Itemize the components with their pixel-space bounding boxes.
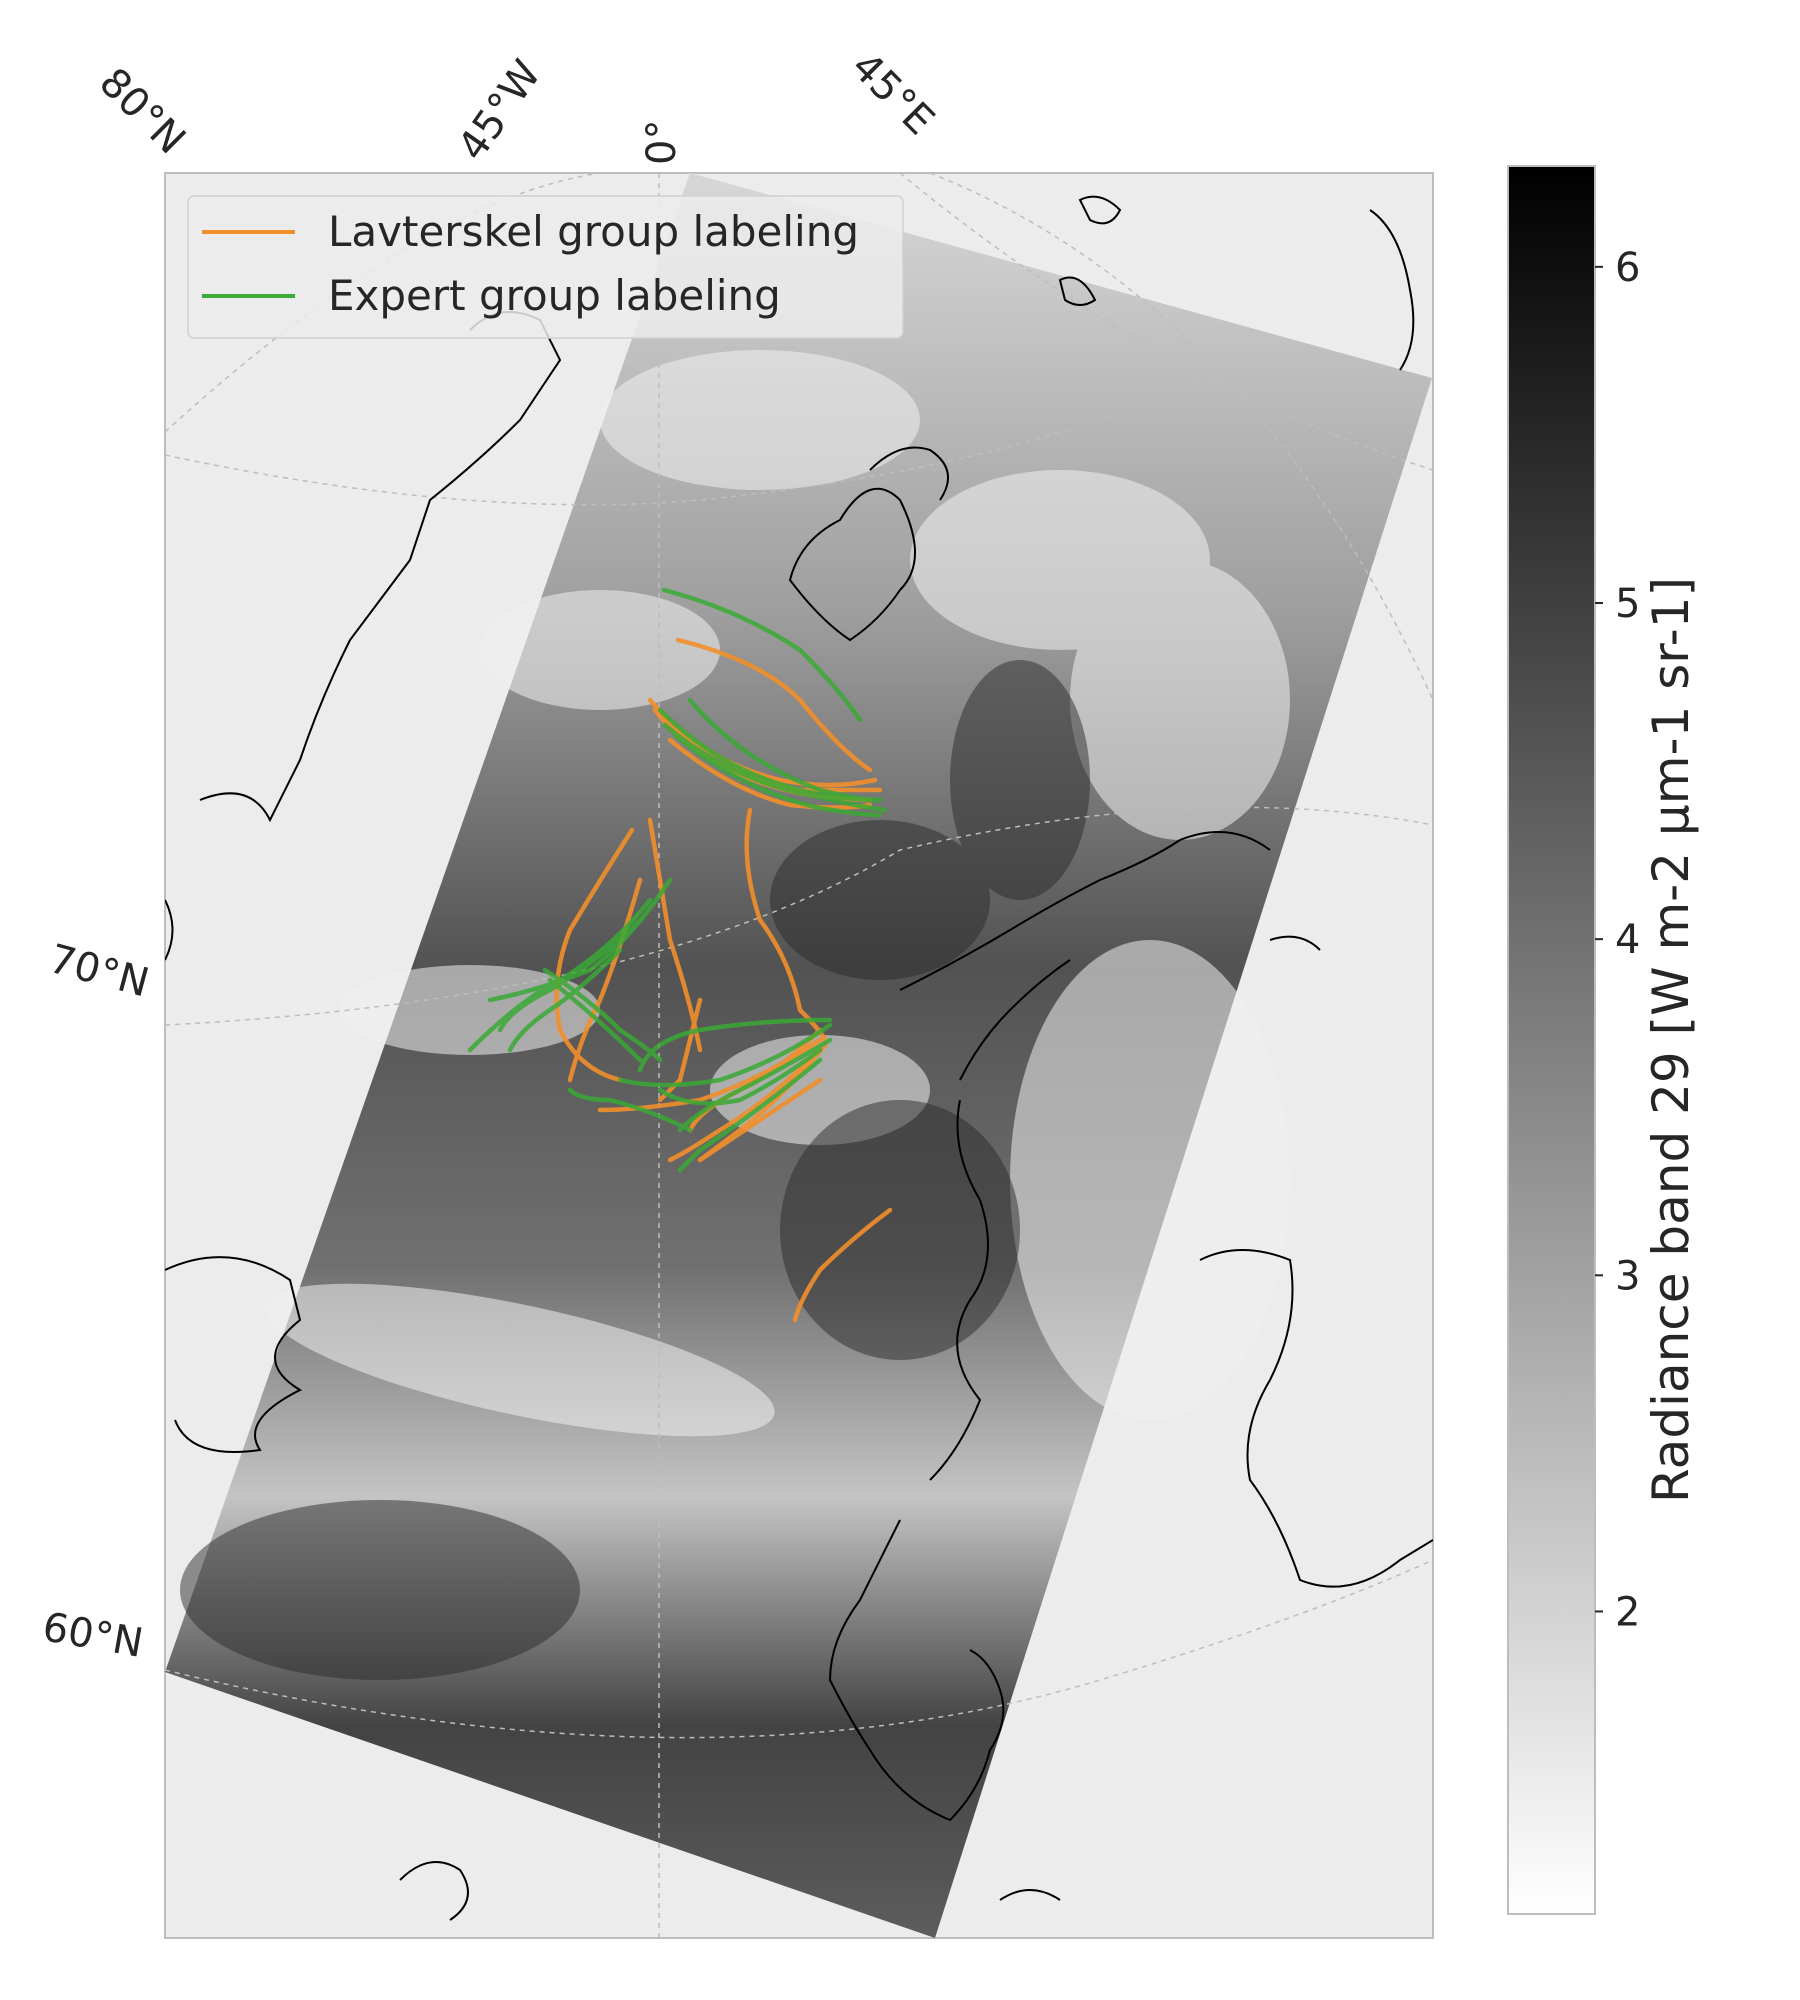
legend: Lavterskel group labeling Expert group l… (187, 195, 904, 339)
legend-label-expert: Expert group labeling (328, 271, 781, 320)
colorbar-ticks: 2 3 4 5 6 (1595, 245, 1640, 1635)
coastlines (165, 195, 1433, 1921)
colorbar: 2 3 4 5 6 Radiance band 29 [W m-2 µm-1 sr-1] (1507, 165, 1700, 1915)
colorbar-tick-label: 6 (1615, 245, 1640, 291)
lon-label-45e: 45°E (842, 44, 943, 145)
graticule (165, 173, 1433, 1938)
expert-tracks (467, 587, 888, 1173)
legend-box (187, 195, 904, 339)
colorbar-tick-label: 2 (1615, 1589, 1640, 1635)
lat-label-70n: 70°N (44, 936, 153, 1007)
lon-label-80n: 80°N (90, 59, 194, 163)
lon-label-0: 0° (639, 120, 685, 165)
colorbar-tick-label: 3 (1615, 1253, 1640, 1299)
colorbar-gradient (1507, 165, 1596, 1915)
lon-label-45w: 45°W (449, 52, 550, 169)
lat-label-60n: 60°N (39, 1604, 146, 1667)
colorbar-tick-label: 5 (1615, 581, 1640, 627)
dark-ocean-patches (180, 660, 1090, 1680)
colorbar-tick-label: 4 (1615, 917, 1640, 963)
legend-label-lavterskel: Lavterskel group labeling (328, 207, 859, 256)
colorbar-label: Radiance band 29 [W m-2 µm-1 sr-1] (1642, 577, 1700, 1503)
